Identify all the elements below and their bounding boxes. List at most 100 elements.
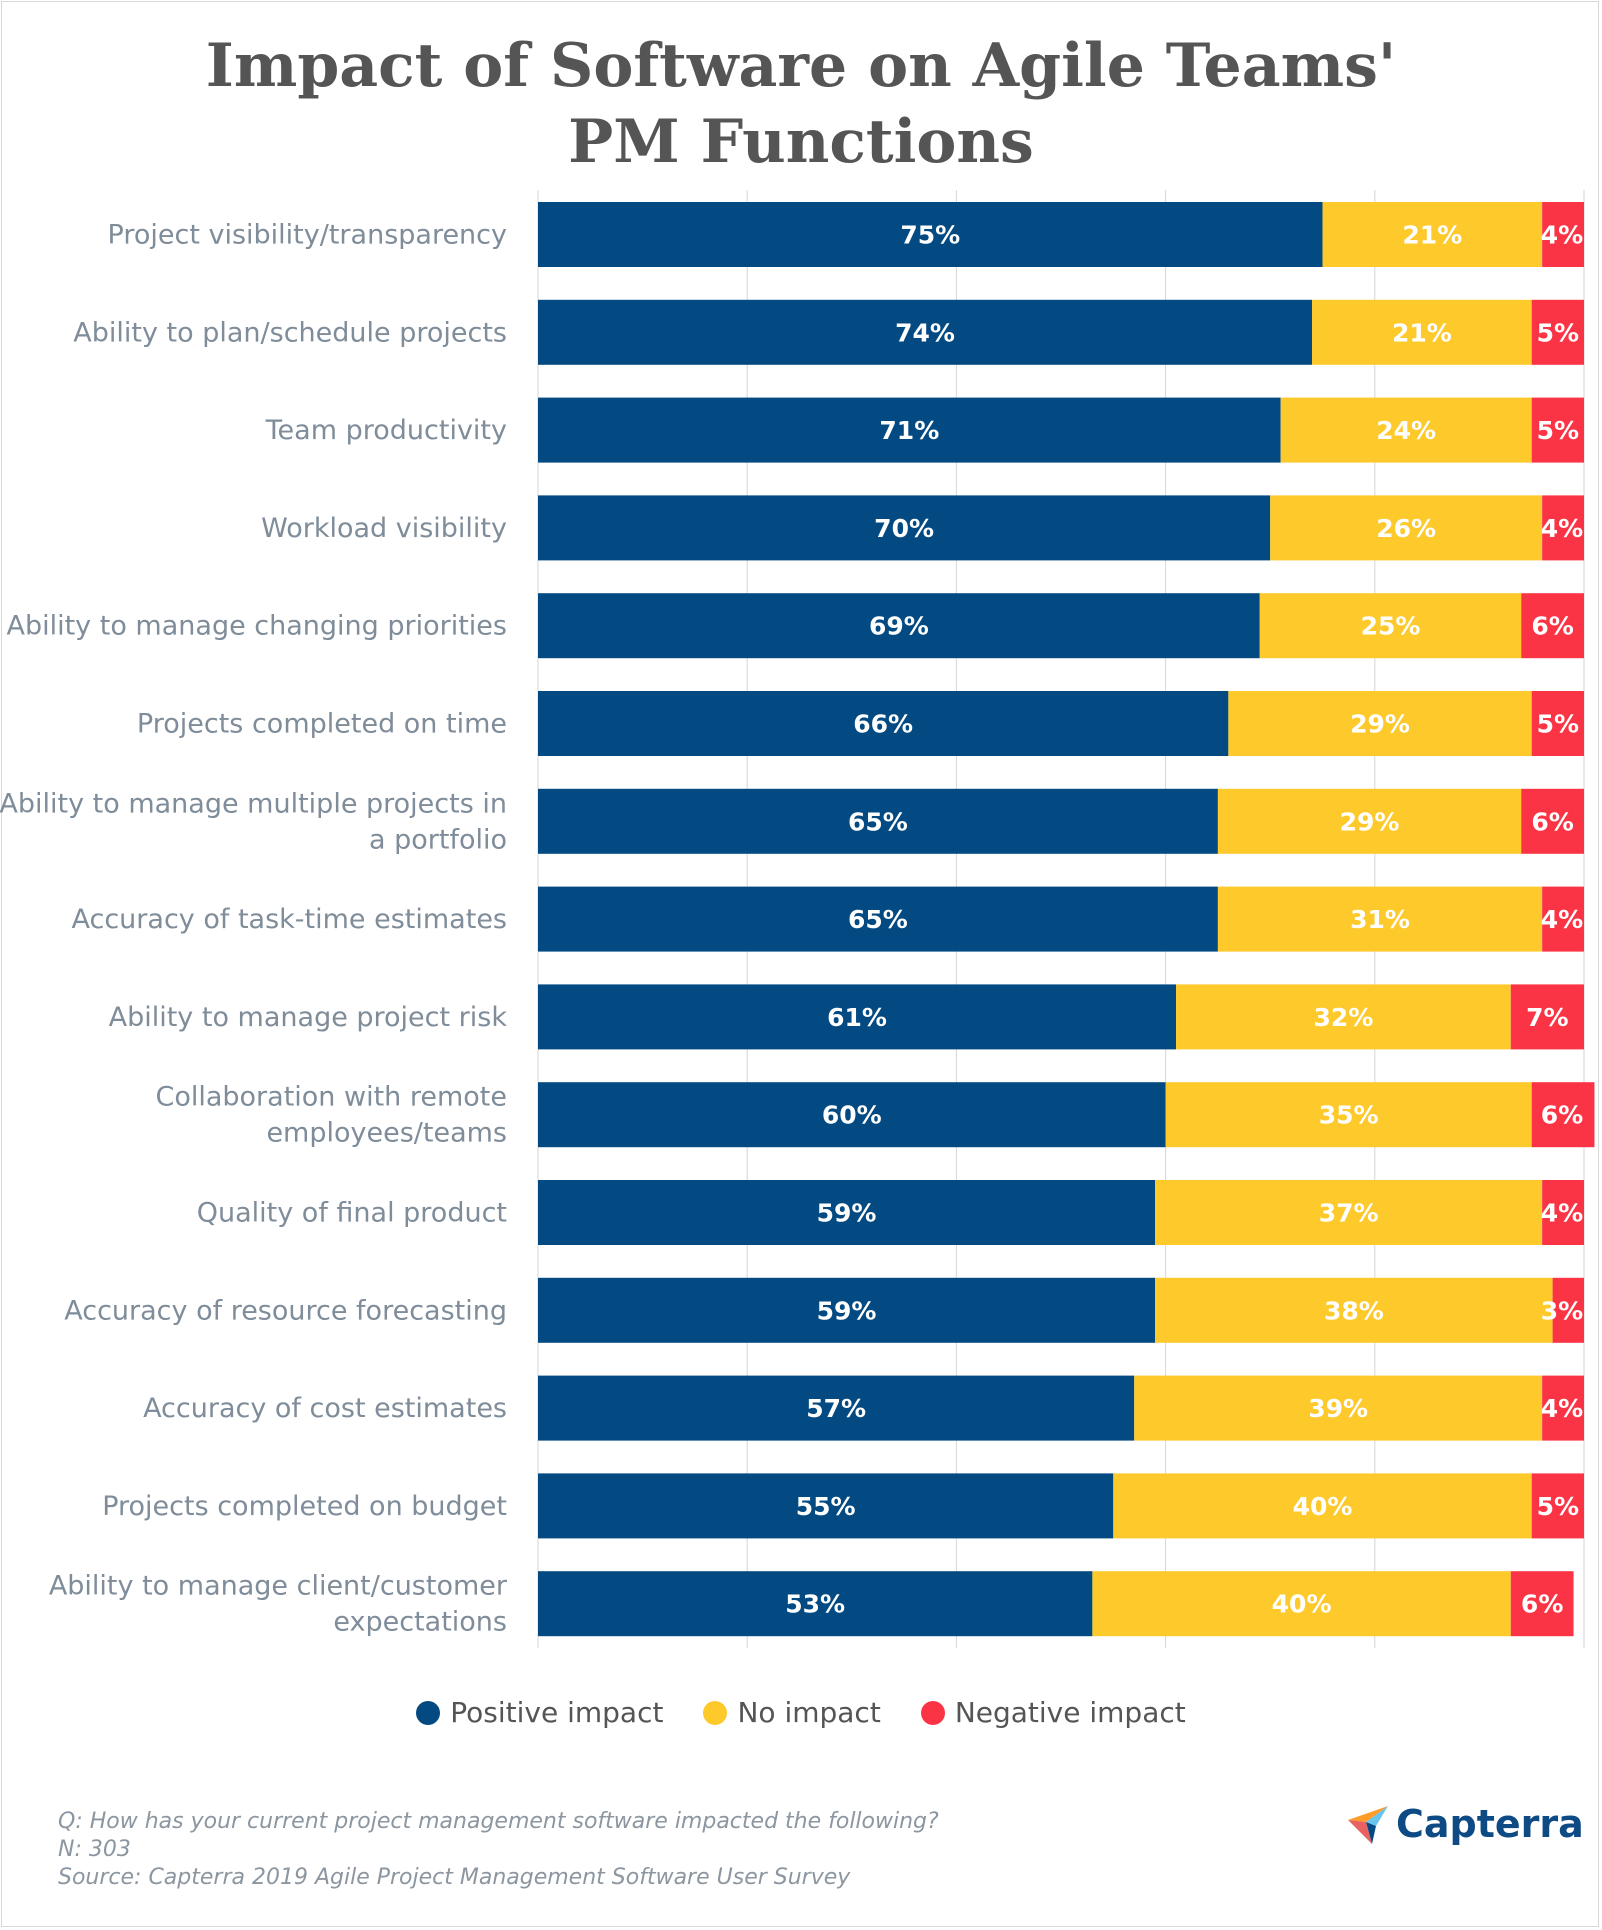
bar-segment-none bbox=[1322, 202, 1543, 267]
legend-dot-none-icon bbox=[703, 1700, 728, 1725]
category-label-line: Ability to manage client/customer bbox=[49, 1571, 508, 1602]
value-label-none: 25% bbox=[1361, 612, 1421, 641]
bar-segment-none bbox=[1312, 299, 1532, 365]
bar-segment-none bbox=[1280, 397, 1532, 463]
value-label-none: 29% bbox=[1350, 710, 1410, 739]
bar-segment-negative bbox=[1542, 495, 1584, 561]
value-label-negative: 6% bbox=[1531, 612, 1573, 641]
category-label: Workload visibility bbox=[261, 513, 507, 544]
legend: Positive impact No impact Negative impac… bbox=[0, 1696, 1602, 1729]
legend-label-positive: Positive impact bbox=[450, 1696, 664, 1729]
bar-row: 59% 38% 3% bbox=[538, 1277, 1584, 1343]
bar-row: 65% 31% 4% bbox=[538, 886, 1584, 952]
bar-segment-positive bbox=[538, 886, 1218, 952]
bar-segment-none bbox=[1228, 691, 1532, 756]
value-label-positive: 69% bbox=[869, 612, 929, 641]
bar-segment-none bbox=[1113, 1473, 1532, 1539]
bar-row: 66% 29% 5% bbox=[538, 691, 1584, 756]
capterra-arrow-icon bbox=[1348, 1806, 1388, 1844]
value-label-positive: 75% bbox=[900, 221, 960, 250]
bar-segment-none bbox=[1155, 1277, 1553, 1343]
value-label-negative: 4% bbox=[1541, 1394, 1583, 1423]
category-label-line: Quality of final product bbox=[197, 1198, 507, 1229]
value-label-negative: 6% bbox=[1541, 1101, 1583, 1130]
bar-segment-positive bbox=[538, 984, 1177, 1050]
bar-row: 74% 21% 5% bbox=[538, 299, 1584, 365]
category-label: Accuracy of cost estimates bbox=[143, 1393, 507, 1424]
value-label-none: 32% bbox=[1313, 1003, 1373, 1032]
value-label-positive: 71% bbox=[879, 416, 939, 445]
legend-label-none: No impact bbox=[737, 1696, 881, 1729]
value-label-positive: 61% bbox=[827, 1003, 887, 1032]
bar-row: 71% 24% 5% bbox=[538, 397, 1584, 463]
bar-segment-positive bbox=[538, 788, 1218, 854]
value-label-none: 38% bbox=[1324, 1296, 1384, 1325]
value-label-positive: 57% bbox=[806, 1394, 866, 1423]
value-label-none: 37% bbox=[1319, 1199, 1379, 1228]
value-label-negative: 4% bbox=[1541, 1199, 1583, 1228]
capterra-logo: Capterra bbox=[1346, 1802, 1584, 1846]
legend-item-none: No impact bbox=[703, 1696, 881, 1729]
value-label-negative: 6% bbox=[1521, 1590, 1563, 1619]
value-label-positive: 65% bbox=[848, 807, 908, 836]
legend-dot-negative-icon bbox=[920, 1700, 945, 1725]
value-label-negative: 3% bbox=[1541, 1296, 1583, 1325]
value-label-negative: 4% bbox=[1541, 221, 1583, 250]
category-label: Ability to manage project risk bbox=[109, 1002, 508, 1033]
bar-segment-none bbox=[1165, 1082, 1532, 1148]
category-label-line: Accuracy of resource forecasting bbox=[64, 1295, 507, 1326]
bar-segment-negative bbox=[1521, 593, 1584, 659]
legend-item-positive: Positive impact bbox=[416, 1696, 663, 1729]
bar-segment-positive bbox=[538, 1571, 1093, 1637]
value-label-negative: 5% bbox=[1537, 318, 1579, 347]
value-label-negative: 6% bbox=[1531, 807, 1573, 836]
bar-row: 59% 37% 4% bbox=[538, 1180, 1584, 1245]
bar-segment-negative bbox=[1542, 202, 1584, 267]
value-label-none: 21% bbox=[1392, 318, 1452, 347]
category-label-line: Ability to plan/schedule projects bbox=[73, 317, 507, 348]
bar-segment-none bbox=[1259, 593, 1522, 659]
bar-segment-positive bbox=[538, 299, 1313, 365]
bar-segment-positive bbox=[538, 1180, 1156, 1245]
value-label-positive: 70% bbox=[874, 514, 934, 543]
value-label-positive: 53% bbox=[785, 1590, 845, 1619]
category-label: Ability to manage client/customer expecta… bbox=[49, 1571, 508, 1638]
bar-row: 69% 25% 6% bbox=[538, 593, 1584, 659]
value-label-none: 31% bbox=[1350, 905, 1410, 934]
value-label-positive: 55% bbox=[796, 1492, 856, 1521]
category-label-line: a portfolio bbox=[369, 824, 507, 855]
bar-segment-negative bbox=[1510, 984, 1584, 1050]
category-label: Quality of final product bbox=[197, 1198, 507, 1229]
category-label-line: Team productivity bbox=[265, 415, 507, 446]
value-label-negative: 4% bbox=[1541, 514, 1583, 543]
bar-segment-negative bbox=[1521, 788, 1584, 854]
value-label-none: 29% bbox=[1340, 807, 1400, 836]
category-label: Accuracy of resource forecasting bbox=[64, 1295, 507, 1326]
bar-row: 57% 39% 4% bbox=[538, 1375, 1584, 1441]
bar-segment-none bbox=[1270, 495, 1543, 561]
category-label-line: Project visibility/transparency bbox=[108, 220, 507, 251]
category-label-line: Projects completed on budget bbox=[102, 1491, 507, 1522]
bar-segment-positive bbox=[538, 1082, 1166, 1148]
value-label-none: 24% bbox=[1376, 416, 1436, 445]
bar-segment-positive bbox=[538, 691, 1229, 756]
chart-title-line-1: Impact of Software on Agile Teams' bbox=[205, 31, 1397, 101]
chart-title-line-2: PM Functions bbox=[568, 107, 1034, 177]
value-label-negative: 5% bbox=[1537, 710, 1579, 739]
bar-segment-positive bbox=[538, 1375, 1135, 1441]
value-label-negative: 5% bbox=[1537, 1492, 1579, 1521]
bar-segment-positive bbox=[538, 495, 1271, 561]
category-label: Projects completed on budget bbox=[102, 1491, 507, 1522]
value-label-none: 26% bbox=[1376, 514, 1436, 543]
category-label-line: Ability to manage multiple projects in bbox=[0, 788, 507, 819]
value-label-none: 39% bbox=[1308, 1394, 1368, 1423]
bar-segment-negative bbox=[1542, 1180, 1584, 1245]
bar-segment-positive bbox=[538, 1277, 1156, 1343]
value-label-positive: 66% bbox=[853, 710, 913, 739]
value-label-positive: 74% bbox=[895, 318, 955, 347]
bar-segment-none bbox=[1217, 886, 1543, 952]
footnote-question: Q: How has your current project manageme… bbox=[58, 1809, 939, 1834]
category-label: Accuracy of task-time estimates bbox=[72, 904, 508, 935]
category-label-line: expectations bbox=[333, 1607, 507, 1638]
category-label-line: Ability to manage changing priorities bbox=[6, 611, 507, 642]
